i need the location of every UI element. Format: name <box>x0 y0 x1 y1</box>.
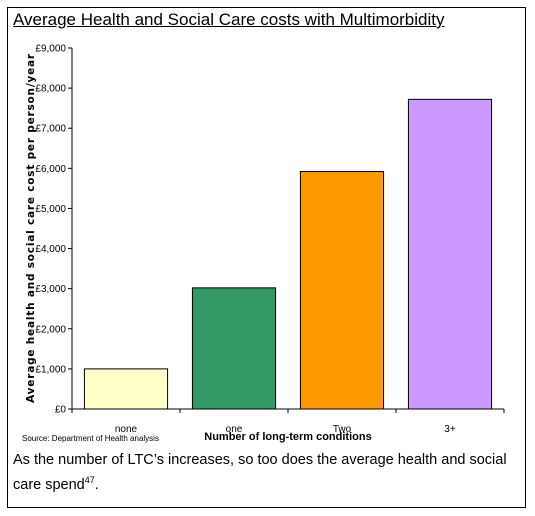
y-tick-label: £4,000 <box>35 244 66 255</box>
caption-text: As the number of LTC’s increases, so too… <box>13 452 507 493</box>
caption-footnote: 47 <box>84 475 95 486</box>
x-tick-label: one <box>226 424 243 435</box>
caption: As the number of LTC’s increases, so too… <box>13 448 513 498</box>
x-tick-label: none <box>115 424 138 435</box>
y-tick-label: £1,000 <box>35 364 66 375</box>
y-axis: £0 £1,000 £2,000 £3,000 £4,000 £5,000 £6,000 £7… <box>35 44 73 416</box>
bar-two <box>299 171 385 410</box>
y-tick-label: £2,000 <box>35 324 66 335</box>
x-tick-label: Two <box>333 424 352 435</box>
y-tick-label: £8,000 <box>35 84 66 95</box>
bar-none <box>83 368 169 410</box>
x-axis: none one Two 3+ <box>71 408 505 435</box>
y-tick-label: £0 <box>55 405 67 416</box>
bar-3- <box>407 98 493 410</box>
y-tick-label: £9,000 <box>35 44 66 55</box>
y-tick-label: £3,000 <box>35 284 66 295</box>
bars <box>83 98 493 410</box>
y-tick-label: £5,000 <box>35 204 66 215</box>
x-tick-label: 3+ <box>444 424 456 435</box>
y-tick-label: £6,000 <box>35 164 66 175</box>
y-axis-label: Average health and social care cost per … <box>25 53 37 403</box>
page-title: Average Health and Social Care costs wit… <box>13 10 445 29</box>
bar-one <box>191 287 277 410</box>
caption-end: . <box>94 477 99 493</box>
source-note: Source: Department of Health analysis <box>22 434 159 443</box>
x-axis-label: Number of long-term conditions <box>204 431 371 443</box>
y-tick-label: £7,000 <box>35 124 66 135</box>
